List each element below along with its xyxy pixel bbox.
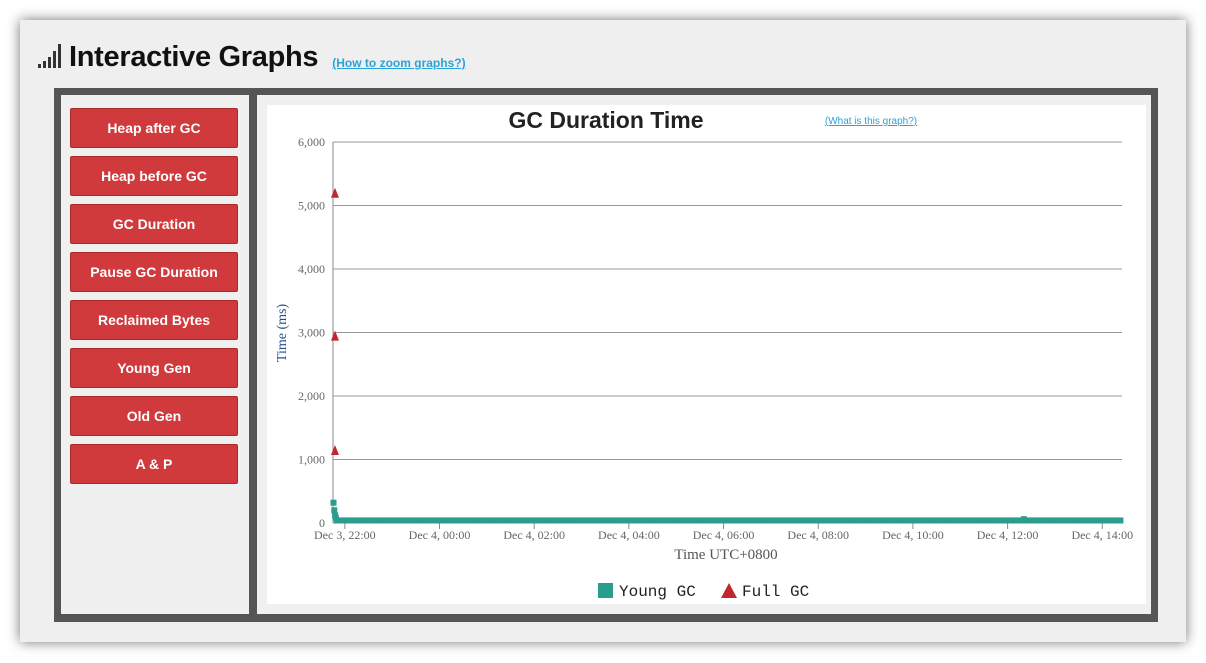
x-tick-label: Dec 4, 00:00 (409, 528, 471, 542)
legend-full-gc-label[interactable]: Full GC (742, 583, 809, 601)
y-tick-label: 2,000 (298, 389, 325, 403)
how-to-zoom-link[interactable]: (How to zoom graphs?) (332, 56, 466, 70)
x-tick-label: Dec 4, 06:00 (693, 528, 755, 542)
what-is-this-graph-link[interactable]: (What is this graph?) (825, 116, 917, 127)
chart-area: GC Duration Time (What is this graph?) 0… (257, 95, 1151, 614)
y-tick-label: 6,000 (298, 135, 325, 149)
gc-duration-chart[interactable]: GC Duration Time (What is this graph?) 0… (267, 105, 1146, 604)
x-tick-label: Dec 4, 10:00 (882, 528, 944, 542)
x-tick-label: Dec 4, 02:00 (503, 528, 565, 542)
reclaimed-bytes-button[interactable]: Reclaimed Bytes (70, 300, 238, 340)
signal-bars-icon (38, 42, 61, 68)
graphs-card: Interactive Graphs (How to zoom graphs?)… (20, 20, 1186, 642)
graph-frame: Heap after GC Heap before GC GC Duration… (54, 88, 1158, 622)
x-tick-label: Dec 4, 04:00 (598, 528, 660, 542)
young-gc-point (1020, 516, 1027, 523)
old-gen-button[interactable]: Old Gen (70, 396, 238, 436)
page-title: Interactive Graphs (69, 41, 319, 73)
a-and-p-button[interactable]: A & P (70, 444, 238, 484)
young-gc-point (330, 499, 337, 506)
y-tick-label: 5,000 (298, 199, 325, 213)
legend-young-gc-label[interactable]: Young GC (619, 583, 696, 601)
legend-young-gc-swatch (598, 583, 613, 598)
gc-duration-button[interactable]: GC Duration (70, 204, 238, 244)
legend-full-gc-marker (721, 583, 737, 598)
young-gc-point (1117, 517, 1124, 524)
chart-title: GC Duration Time (508, 107, 703, 133)
chart-panel: GC Duration Time (What is this graph?) 0… (267, 105, 1146, 604)
x-tick-label: Dec 4, 08:00 (787, 528, 849, 542)
full-gc-point (331, 444, 339, 455)
heap-before-gc-button[interactable]: Heap before GC (70, 156, 238, 196)
y-tick-label: 3,000 (298, 326, 325, 340)
x-tick-label: Dec 4, 14:00 (1071, 528, 1133, 542)
young-gc-point (331, 507, 338, 514)
young-gc-point (332, 514, 339, 521)
heap-after-gc-button[interactable]: Heap after GC (70, 108, 238, 148)
full-gc-point (331, 330, 339, 341)
y-axis-label: Time (ms) (275, 304, 290, 363)
legend[interactable]: Young GC Full GC (598, 583, 809, 601)
x-tick-label: Dec 4, 12:00 (977, 528, 1039, 542)
graph-selector-sidebar: Heap after GC Heap before GC GC Duration… (61, 95, 249, 614)
young-gen-button[interactable]: Young Gen (70, 348, 238, 388)
y-tick-label: 4,000 (298, 262, 325, 276)
full-gc-point (331, 187, 339, 198)
y-tick-label: 0 (319, 516, 325, 530)
pause-gc-duration-button[interactable]: Pause GC Duration (70, 252, 238, 292)
x-axis-label: Time UTC+0800 (674, 547, 777, 563)
header: Interactive Graphs (How to zoom graphs?) (38, 34, 466, 74)
y-tick-label: 1,000 (298, 453, 325, 467)
x-tick-label: Dec 3, 22:00 (314, 528, 376, 542)
